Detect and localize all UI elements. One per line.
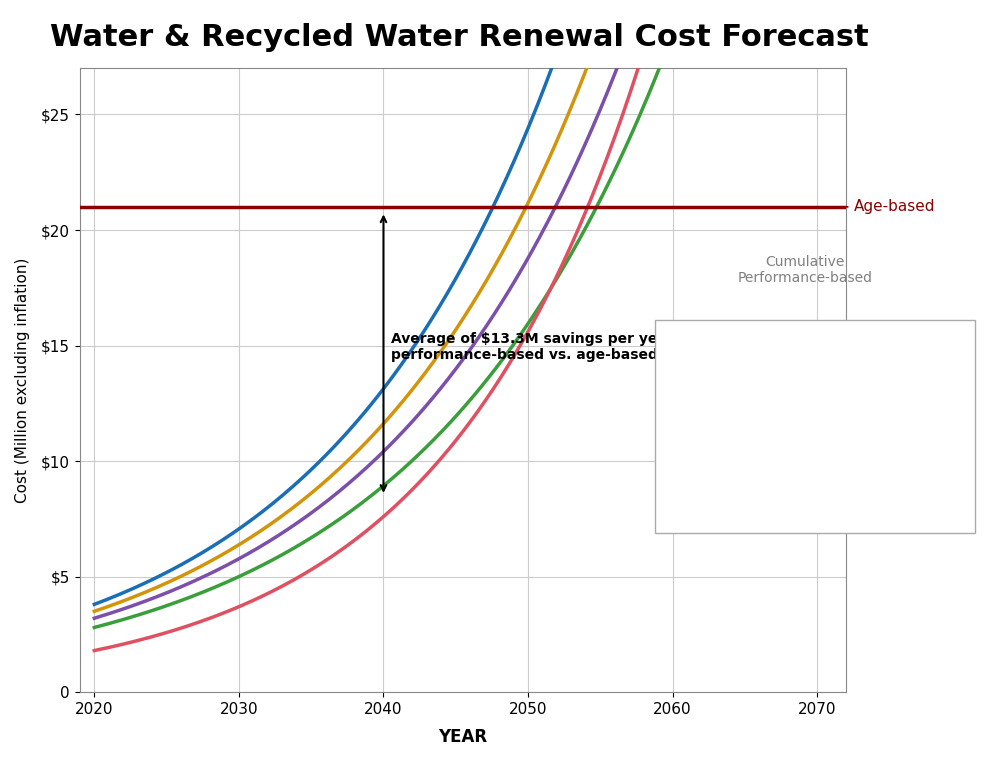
- Text: ............: ............: [680, 428, 716, 439]
- Text: ............: ............: [680, 470, 716, 481]
- Text: Limited Access: Limited Access: [730, 468, 858, 483]
- Text: Valves: Valves: [730, 426, 786, 441]
- X-axis label: YEAR: YEAR: [438, 728, 488, 746]
- Text: Condition Assessment: Condition Assessment: [730, 342, 920, 358]
- Text: Age-based: Age-based: [842, 199, 935, 215]
- Y-axis label: Cost (Million excluding inflation): Cost (Million excluding inflation): [15, 257, 30, 503]
- Text: ............: ............: [680, 512, 716, 523]
- Text: Average of $13.3M savings per year from
performance-based vs. age-based approach: Average of $13.3M savings per year from …: [391, 332, 736, 361]
- Text: ............: ............: [680, 345, 716, 355]
- Text: Replacement: Replacement: [730, 510, 842, 525]
- Text: Cumulative
Performance-based: Cumulative Performance-based: [738, 255, 872, 285]
- Text: ............: ............: [680, 387, 716, 397]
- Text: Cathodic Protection: Cathodic Protection: [730, 384, 900, 400]
- Text: Water & Recycled Water Renewal Cost Forecast: Water & Recycled Water Renewal Cost Fore…: [50, 23, 869, 52]
